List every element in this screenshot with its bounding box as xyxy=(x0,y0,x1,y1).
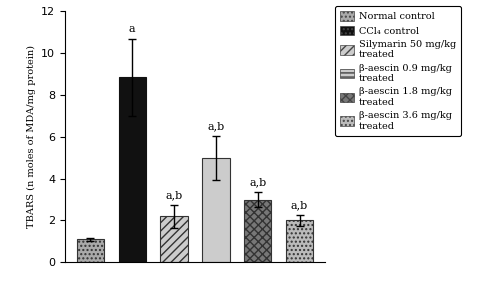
Text: a: a xyxy=(129,25,136,34)
Bar xyxy=(202,158,230,262)
Bar xyxy=(118,77,146,262)
Legend: Normal control, CCl₄ control, Silymarin 50 mg/kg
treated, β-aescin 0.9 mg/kg
tre: Normal control, CCl₄ control, Silymarin … xyxy=(336,6,461,136)
Text: a,b: a,b xyxy=(249,177,266,187)
Text: a,b: a,b xyxy=(208,122,224,132)
Bar xyxy=(160,216,188,262)
Y-axis label: TBARS (n moles of MDA/mg protein): TBARS (n moles of MDA/mg protein) xyxy=(26,45,36,228)
Bar xyxy=(77,239,104,262)
Text: a,b: a,b xyxy=(166,191,182,201)
Text: a,b: a,b xyxy=(291,200,308,210)
Bar xyxy=(244,200,272,262)
Bar xyxy=(286,220,313,262)
